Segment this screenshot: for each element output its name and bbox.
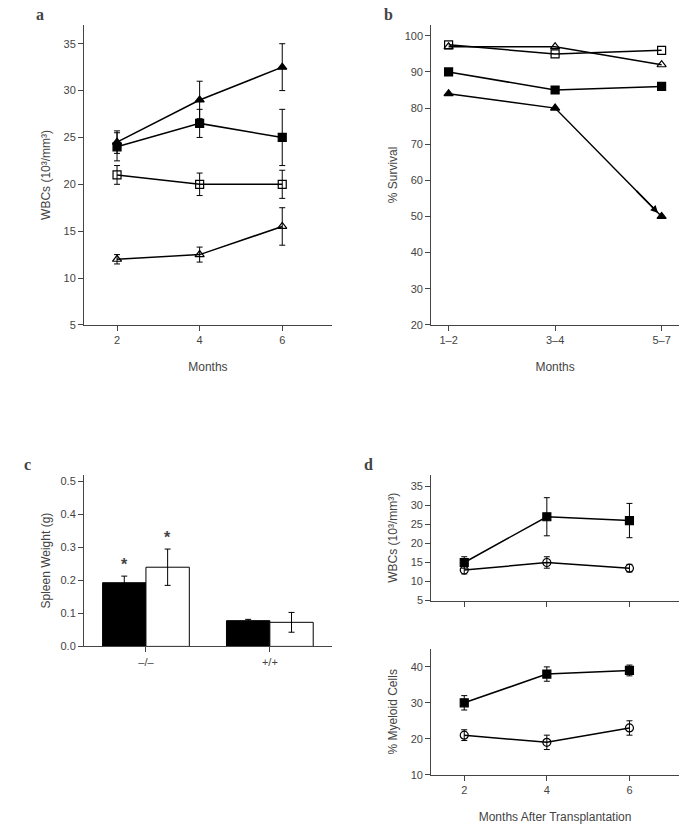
- svg-text:35: 35: [411, 480, 423, 492]
- svg-text:4: 4: [197, 334, 203, 346]
- svg-text:15: 15: [64, 225, 76, 237]
- svg-text:35: 35: [64, 38, 76, 50]
- svg-text:Months: Months: [535, 360, 574, 374]
- svg-text:% Survival: % Survival: [386, 147, 400, 204]
- svg-text:% Myeloid Cells: % Myeloid Cells: [386, 669, 400, 754]
- svg-text:30: 30: [64, 84, 76, 96]
- svg-text:0.5: 0.5: [61, 475, 76, 487]
- svg-text:70: 70: [411, 138, 423, 150]
- svg-text:WBCs (10³/mm³): WBCs (10³/mm³): [39, 130, 53, 220]
- svg-text:Months After Transplantation: Months After Transplantation: [479, 810, 632, 824]
- svg-text:WBCs (10³/mm³): WBCs (10³/mm³): [386, 493, 400, 583]
- svg-text:50: 50: [411, 210, 423, 222]
- svg-text:25: 25: [64, 131, 76, 143]
- svg-text:10: 10: [64, 272, 76, 284]
- svg-text:30: 30: [411, 697, 423, 709]
- svg-text:0.0: 0.0: [61, 640, 76, 652]
- svg-text:25: 25: [411, 518, 423, 530]
- svg-text:30: 30: [411, 283, 423, 295]
- svg-text:0.3: 0.3: [61, 541, 76, 553]
- svg-text:40: 40: [411, 246, 423, 258]
- svg-text:b: b: [384, 6, 393, 23]
- svg-text:+/+: +/+: [262, 656, 278, 668]
- svg-text:100: 100: [405, 30, 423, 42]
- svg-text:5: 5: [70, 319, 76, 331]
- svg-text:Spleen Weight (g): Spleen Weight (g): [39, 513, 53, 609]
- svg-text:5: 5: [417, 594, 423, 606]
- svg-text:20: 20: [411, 319, 423, 331]
- svg-text:60: 60: [411, 174, 423, 186]
- svg-text:0.4: 0.4: [61, 508, 76, 520]
- svg-text:15: 15: [411, 556, 423, 568]
- svg-text:c: c: [24, 456, 31, 473]
- svg-text:3–4: 3–4: [546, 334, 564, 346]
- svg-text:d: d: [364, 456, 373, 473]
- svg-text:90: 90: [411, 66, 423, 78]
- svg-text:4: 4: [544, 784, 550, 796]
- svg-text:–/–: –/–: [138, 656, 154, 668]
- svg-text:6: 6: [626, 784, 632, 796]
- svg-text:40: 40: [411, 661, 423, 673]
- svg-text:10: 10: [411, 769, 423, 781]
- svg-text:2: 2: [461, 784, 467, 796]
- svg-text:5–7: 5–7: [652, 334, 670, 346]
- svg-text:a: a: [36, 6, 44, 23]
- svg-text:0.2: 0.2: [61, 574, 76, 586]
- svg-text:0.1: 0.1: [61, 607, 76, 619]
- svg-text:80: 80: [411, 102, 423, 114]
- svg-text:6: 6: [279, 334, 285, 346]
- svg-text:20: 20: [411, 733, 423, 745]
- svg-text:20: 20: [64, 178, 76, 190]
- svg-text:10: 10: [411, 575, 423, 587]
- svg-text:30: 30: [411, 499, 423, 511]
- svg-text:20: 20: [411, 537, 423, 549]
- svg-text:*: *: [164, 529, 171, 546]
- svg-text:Months: Months: [188, 360, 227, 374]
- svg-text:1–2: 1–2: [439, 334, 457, 346]
- svg-text:2: 2: [114, 334, 120, 346]
- svg-text:*: *: [121, 556, 128, 573]
